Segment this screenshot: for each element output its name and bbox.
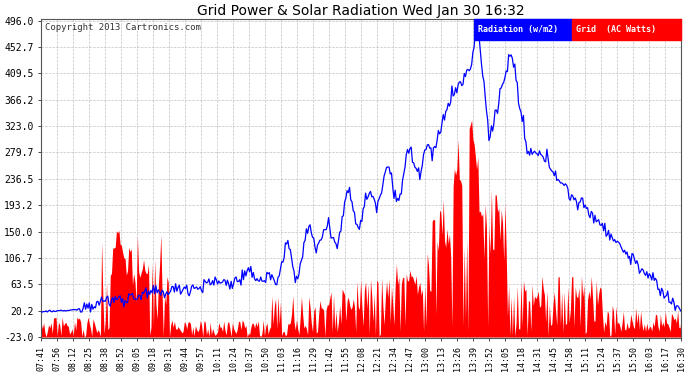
Text: Grid  (AC Watts): Grid (AC Watts) xyxy=(575,25,655,34)
Text: Radiation (w/m2): Radiation (w/m2) xyxy=(478,25,558,34)
Title: Grid Power & Solar Radiation Wed Jan 30 16:32: Grid Power & Solar Radiation Wed Jan 30 … xyxy=(197,4,525,18)
Bar xyxy=(474,20,571,40)
Bar xyxy=(571,20,681,40)
Text: Copyright 2013 Cartronics.com: Copyright 2013 Cartronics.com xyxy=(45,23,201,32)
